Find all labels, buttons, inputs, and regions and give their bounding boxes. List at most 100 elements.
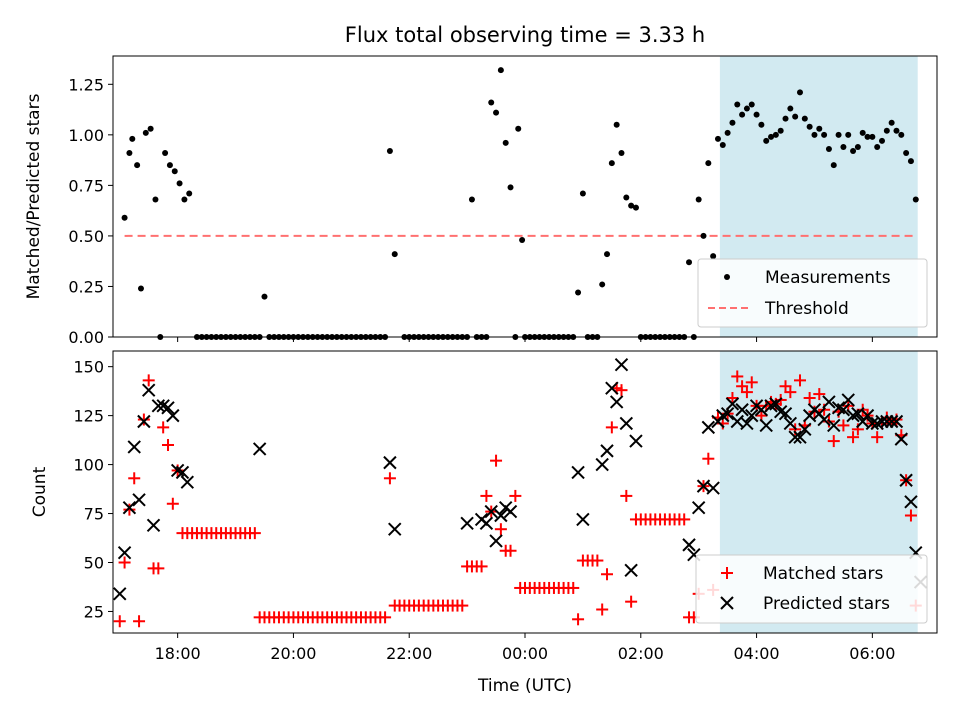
predicted-star-point: [759, 418, 773, 433]
predicted-star-point: [735, 403, 749, 417]
predicted-star-point: [132, 493, 146, 507]
measurement-point: [729, 119, 736, 126]
predicted-star-point: [884, 414, 899, 429]
measurement-point: [835, 131, 842, 138]
predicted-star-point: [609, 395, 624, 409]
measurement-point: [768, 133, 775, 140]
measurement-point: [883, 127, 890, 134]
matched-star-point: [490, 454, 503, 467]
predicted-star-point: [175, 465, 190, 480]
measurement-point: [497, 67, 504, 74]
predicted-star-point: [682, 538, 696, 552]
predicted-star-point: [880, 414, 894, 429]
matched-star-point: [813, 388, 826, 401]
predicted-star-point: [388, 522, 402, 536]
x-axis-label: Time (UTC): [477, 676, 572, 696]
measurement-point: [623, 194, 630, 201]
measurement-point: [864, 133, 871, 140]
measurement-point: [748, 101, 755, 108]
predicted-star-point: [629, 434, 643, 448]
matched-star-point: [793, 374, 806, 387]
measurement-point: [126, 150, 133, 157]
measurement-point: [796, 89, 803, 96]
matched-star-point: [740, 386, 753, 399]
x-tick-label: 00:00: [502, 644, 548, 663]
predicted-star-point: [117, 546, 132, 560]
measurement-point: [840, 143, 847, 150]
measurement-point: [507, 184, 514, 191]
measurement-point: [845, 131, 852, 138]
matched-star-point: [827, 435, 840, 448]
predicted-star-points: [113, 358, 928, 601]
predicted-star-point: [484, 504, 498, 519]
matched-star-point: [596, 603, 609, 616]
predicted-star-point: [788, 430, 802, 444]
matched-star-point: [480, 489, 493, 502]
matched-star-point: [904, 509, 917, 522]
legend-label-matched-stars: Matched stars: [763, 564, 883, 584]
measurement-point: [147, 125, 154, 132]
matched-star-point: [475, 560, 488, 573]
predicted-star-point: [383, 455, 397, 470]
predicted-star-point: [798, 422, 812, 437]
predicted-star-point: [146, 518, 161, 532]
measurement-point: [686, 259, 693, 266]
x-tick-label: 22:00: [386, 644, 432, 663]
top-y-tick-label: 0.00: [68, 328, 104, 347]
matched-star-point: [726, 392, 739, 404]
top-x-ticks: [177, 337, 873, 342]
matched-star-point: [620, 489, 633, 502]
measurement-point: [825, 145, 832, 152]
measurement-point: [488, 99, 495, 106]
bottom-x-ticks: 18:00 20:00 22:00 00:00 02:00 04:00 06:00: [155, 633, 895, 663]
matched-star-point: [142, 374, 155, 387]
predicted-star-point: [605, 381, 619, 395]
measurement-point: [792, 113, 799, 120]
measurement-point: [903, 150, 910, 157]
bottom-panel: 25 50 75 100 125 150 18:00 20:00 22:00 00:00 02:0…: [30, 350, 938, 696]
measurement-point: [613, 121, 620, 128]
measurement-point: [575, 289, 582, 296]
x-tick-label: 06:00: [849, 644, 895, 663]
bottom-y-tick-label: 100: [73, 456, 104, 475]
measurement-point: [608, 160, 615, 167]
matched-star-point: [625, 595, 638, 608]
predicted-star-point: [619, 416, 634, 431]
predicted-star-point: [860, 408, 875, 423]
predicted-star-point: [141, 383, 156, 397]
predicted-star-point: [166, 408, 180, 423]
x-tick-label: 04:00: [734, 644, 780, 663]
measurement-point: [912, 196, 919, 203]
matched-star-point: [123, 503, 136, 516]
matched-star-point: [567, 581, 580, 594]
measurement-point: [816, 125, 823, 132]
predicted-star-point: [479, 516, 494, 531]
measurement-point: [519, 236, 526, 243]
matched-star-point: [113, 615, 126, 628]
measurement-point: [618, 150, 625, 157]
predicted-star-point: [571, 465, 585, 480]
predicted-star-point: [595, 457, 609, 472]
predicted-star-point: [740, 416, 754, 431]
measurement-point: [695, 196, 702, 203]
bottom-y-ticks: 25 50 75 100 125 150: [73, 358, 113, 621]
predicted-star-point: [614, 358, 629, 372]
measurement-point: [261, 293, 268, 300]
predicted-star-point: [503, 504, 518, 519]
top-legend-box: [697, 258, 928, 328]
top-y-tick-label: 1.25: [68, 75, 104, 94]
matched-star-point: [601, 568, 614, 581]
matched-star-point: [383, 472, 396, 485]
measurement-point: [502, 139, 509, 146]
measurement-point: [763, 137, 770, 144]
matched-star-point: [166, 497, 179, 510]
measurement-point: [743, 105, 750, 112]
measurement-point: [700, 232, 707, 239]
matched-star-point: [745, 376, 758, 389]
matched-star-point: [509, 489, 522, 502]
matched-star-point: [591, 554, 604, 567]
measurement-point: [632, 204, 639, 211]
measurement-point: [493, 109, 500, 116]
predicted-star-point: [180, 475, 195, 489]
matched-star-point: [871, 431, 884, 444]
